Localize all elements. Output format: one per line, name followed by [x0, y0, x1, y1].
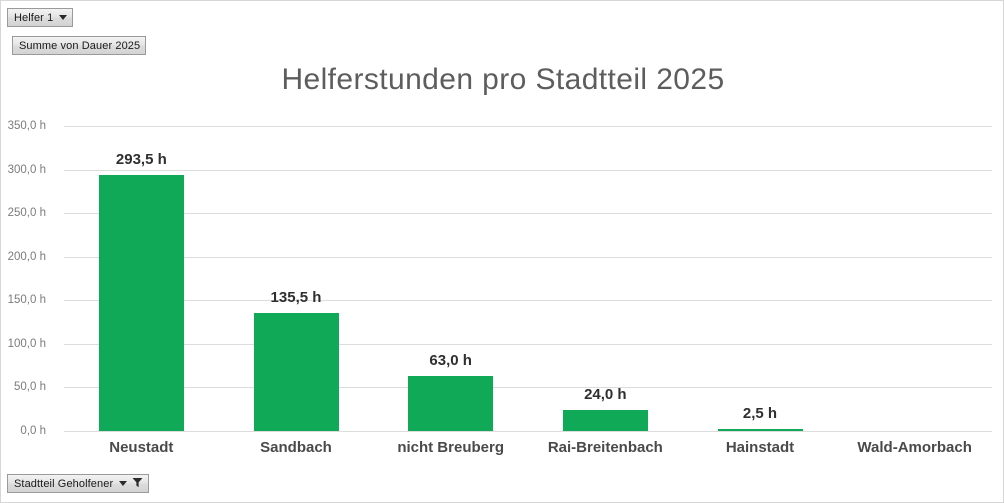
pivot-field-label-summe-von-dauer: Summe von Dauer 2025 — [19, 39, 141, 52]
y-axis-tick-label: 300,0 h — [7, 163, 46, 176]
y-axis-tick-label: 150,0 h — [7, 294, 46, 307]
y-axis-tick-label: 50,0 h — [14, 381, 46, 394]
gridline — [64, 169, 992, 171]
pivot-field-button-summe-von-dauer[interactable]: Summe von Dauer 2025 — [12, 36, 147, 55]
gridline — [64, 343, 992, 345]
bar-data-label: 293,5 h — [115, 151, 167, 169]
pivot-field-button-stadtteil-geholfener[interactable]: Stadtteil Geholfener — [7, 474, 150, 493]
plot-area: 0,0 h 50,0 h 100,0 h 150,0 h 200,0 h 250,0 h 3… — [8, 120, 992, 456]
x-axis-category-label: Rai-Breitenbach — [547, 439, 663, 456]
bar-data-label: 24,0 h — [584, 386, 627, 404]
x-axis-category-label: Wald-Amorbach — [857, 439, 972, 456]
gridline — [64, 213, 992, 215]
x-axis-category-label: Sandbach — [260, 439, 332, 456]
bar-nicht-breuberg[interactable] — [408, 376, 494, 431]
y-axis-tick-label: 350,0 h — [7, 120, 46, 132]
y-axis-tick-label: 200,0 h — [7, 250, 46, 263]
x-axis-category-label: Neustadt — [109, 439, 174, 456]
bar-data-label: 2,5 h — [742, 404, 778, 422]
pivot-field-label-helfer: Helfer 1 — [14, 11, 54, 24]
pivot-field-button-helfer[interactable]: Helfer 1 — [7, 8, 74, 27]
chevron-down-icon[interactable] — [59, 15, 68, 20]
y-axis-tick-label: 250,0 h — [7, 207, 46, 220]
gridline — [64, 300, 992, 302]
pivot-field-label-stadtteil-geholfener: Stadtteil Geholfener — [14, 477, 114, 490]
chart-title: Helferstunden pro Stadtteil 2025 — [281, 63, 725, 96]
gridline — [64, 431, 992, 432]
bar-hainstadt[interactable] — [717, 428, 803, 431]
bar-rai-breitenbach[interactable] — [562, 410, 648, 431]
bar-data-label: 135,5 h — [270, 288, 322, 306]
bar-sandbach[interactable] — [253, 312, 339, 431]
x-axis-category-label: nicht Breuberg — [397, 439, 504, 456]
bar-neustadt[interactable] — [98, 175, 184, 431]
filter-funnel-icon[interactable] — [132, 477, 143, 491]
x-axis-category-label: Hainstadt — [725, 439, 795, 456]
gridline — [64, 387, 992, 389]
bar-data-label: 63,0 h — [429, 352, 472, 370]
chevron-down-icon[interactable] — [119, 481, 128, 486]
y-axis-tick-label: 100,0 h — [7, 337, 46, 350]
gridline — [64, 126, 992, 127]
gridline — [64, 256, 992, 258]
y-axis-tick-label: 0,0 h — [20, 425, 46, 437]
